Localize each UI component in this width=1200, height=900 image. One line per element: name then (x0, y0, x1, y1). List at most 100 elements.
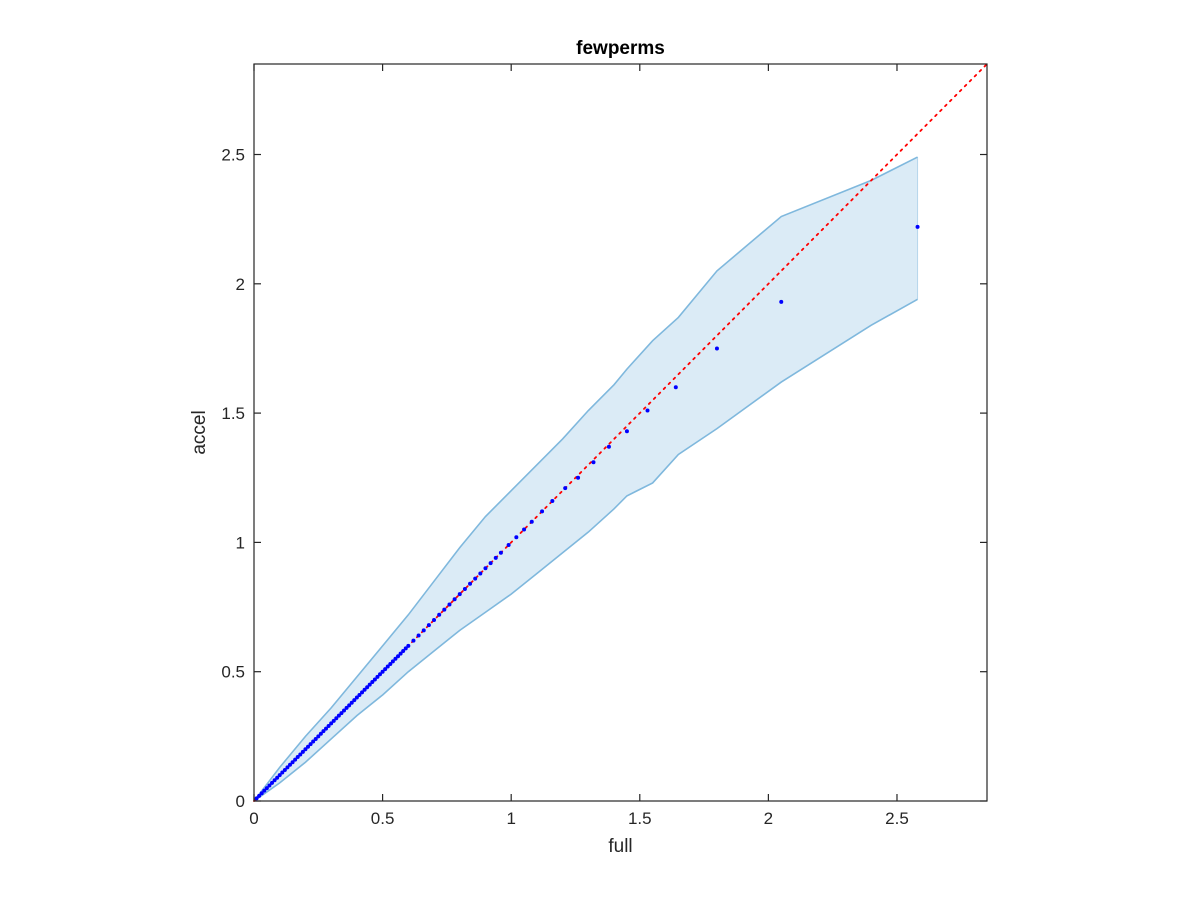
data-point (275, 775, 280, 780)
data-point (259, 791, 264, 796)
x-tick-label: 0.5 (371, 809, 395, 828)
data-point (264, 786, 269, 791)
data-point (318, 731, 323, 736)
data-point (403, 646, 408, 651)
data-point (398, 651, 403, 656)
band-upper-edge (253, 156, 918, 802)
data-point (462, 586, 467, 591)
x-tick-label: 0 (249, 809, 258, 828)
y-tick-label: 0.5 (221, 663, 245, 682)
data-point (300, 749, 305, 754)
data-point (673, 385, 678, 390)
reference-diagonal (253, 63, 988, 802)
chart-title: fewperms (576, 38, 665, 59)
data-point (401, 649, 406, 654)
data-point (550, 499, 555, 504)
data-point (498, 550, 503, 555)
x-tick-label: 1 (506, 809, 515, 828)
data-point (385, 664, 390, 669)
data-point (339, 711, 344, 716)
x-tick-label: 1.5 (628, 809, 652, 828)
data-point (493, 555, 498, 560)
data-point (383, 667, 388, 672)
data-point (344, 705, 349, 710)
data-point (576, 475, 581, 480)
y-axis-ticks: 0 0.5 1 1.5 2 2.5 (221, 146, 987, 811)
data-point (336, 713, 341, 718)
data-point (779, 299, 784, 304)
data-point (342, 708, 347, 713)
data-points (254, 224, 920, 801)
data-point (478, 571, 483, 576)
confidence-band (253, 156, 919, 802)
data-point (272, 778, 277, 783)
data-point (447, 602, 452, 607)
data-point (529, 519, 534, 524)
data-point (388, 661, 393, 666)
y-tick-label: 2 (236, 275, 245, 294)
reference-line (253, 63, 988, 802)
y-tick-label: 2.5 (221, 146, 245, 165)
data-point (257, 793, 262, 798)
data-point (324, 726, 329, 731)
data-point (285, 765, 290, 770)
data-point (442, 607, 447, 612)
data-point (483, 566, 488, 571)
data-point (254, 796, 259, 801)
axes-box (253, 63, 988, 802)
data-point (421, 628, 426, 633)
data-point (303, 747, 308, 752)
data-point (645, 408, 650, 413)
data-point (334, 716, 339, 721)
data-point (352, 698, 357, 703)
data-point (293, 757, 298, 762)
data-point (282, 767, 287, 772)
data-point (540, 509, 545, 514)
data-point (280, 770, 285, 775)
data-point (370, 680, 375, 685)
data-point (714, 346, 719, 351)
data-point (367, 682, 372, 687)
band-fill (254, 157, 918, 802)
data-point (506, 542, 511, 547)
data-point (416, 633, 421, 638)
data-point (306, 744, 311, 749)
data-point (316, 734, 321, 739)
data-point (563, 486, 568, 491)
data-point (473, 576, 478, 581)
data-point (437, 612, 442, 617)
data-point (365, 685, 370, 690)
data-point (308, 742, 313, 747)
data-point (326, 724, 331, 729)
data-point (468, 581, 473, 586)
data-point (262, 788, 267, 793)
data-point (522, 527, 527, 532)
data-point (321, 729, 326, 734)
data-point (313, 736, 318, 741)
data-point (349, 700, 354, 705)
data-point (347, 703, 352, 708)
y-tick-label: 1.5 (221, 404, 245, 423)
data-point (591, 460, 596, 465)
data-point (406, 643, 411, 648)
x-axis-ticks: 0 0.5 1 1.5 2 2.5 (249, 64, 909, 828)
data-point (378, 672, 383, 677)
data-point (329, 721, 334, 726)
data-point (452, 597, 457, 602)
data-point (380, 669, 385, 674)
data-point (411, 638, 416, 643)
data-point (514, 535, 519, 540)
data-point (277, 773, 282, 778)
x-tick-label: 2 (764, 809, 773, 828)
data-point (331, 718, 336, 723)
data-point (390, 659, 395, 664)
data-point (362, 687, 367, 692)
data-point (267, 783, 272, 788)
data-point (295, 755, 300, 760)
data-point (372, 677, 377, 682)
data-point (311, 739, 316, 744)
data-point (426, 623, 431, 628)
data-point (357, 692, 362, 697)
data-point (290, 760, 295, 765)
